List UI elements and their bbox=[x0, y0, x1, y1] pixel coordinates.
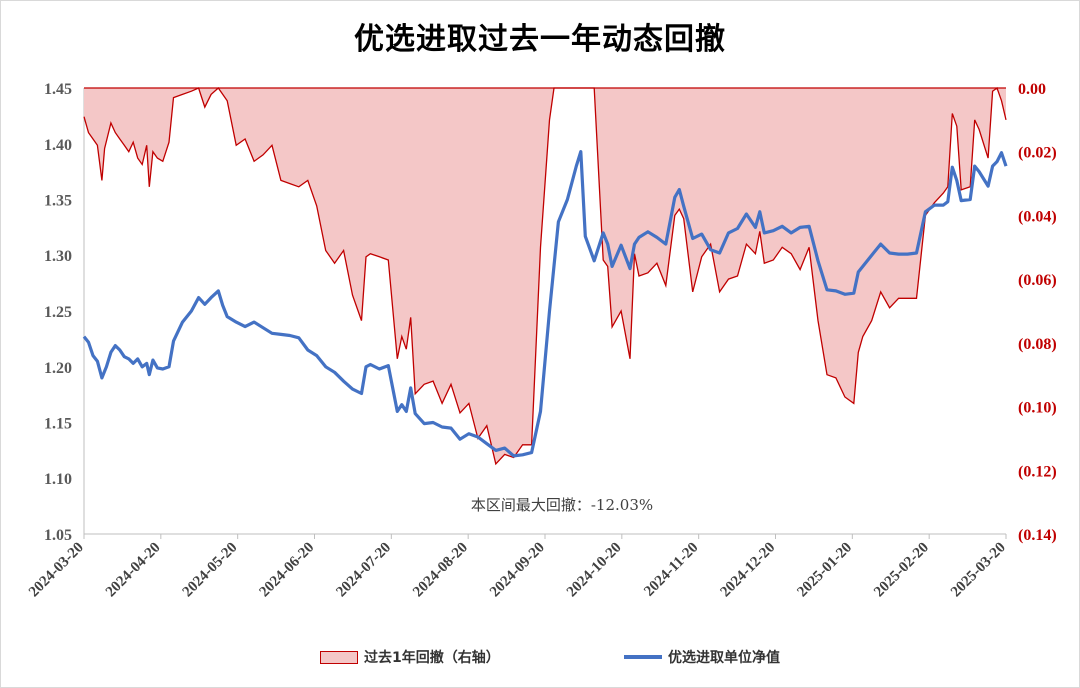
x-tick-label: 2024-11-20 bbox=[641, 540, 701, 600]
x-tick-label: 2025-03-20 bbox=[948, 540, 1009, 601]
x-tick-label: 2024-06-20 bbox=[257, 540, 318, 601]
x-axis-ticks: 2024-03-20 2024-04-20 2024-05-20 2024-06-20… bbox=[26, 534, 1009, 600]
left-tick-label: 1.30 bbox=[44, 248, 72, 265]
right-tick-label: (0.08) bbox=[1018, 336, 1057, 353]
left-tick-label: 1.45 bbox=[44, 81, 72, 98]
x-tick-label: 2024-07-20 bbox=[333, 540, 394, 601]
right-tick-label: (0.02) bbox=[1018, 145, 1057, 162]
left-tick-label: 1.20 bbox=[44, 360, 72, 377]
x-tick-label: 2024-03-20 bbox=[26, 540, 87, 601]
x-tick-label: 2024-04-20 bbox=[103, 540, 164, 601]
legend-label-nav: 优选进取单位净值 bbox=[668, 650, 780, 666]
left-tick-label: 1.25 bbox=[44, 304, 72, 321]
max-drawdown-annotation: 本区间最大回撤：-12.03% bbox=[471, 496, 653, 514]
plot-area bbox=[82, 86, 1008, 535]
right-tick-label: (0.12) bbox=[1018, 463, 1057, 480]
legend-swatch-area bbox=[320, 650, 358, 664]
left-axis-ticks: 1.45 1.40 1.35 1.30 1.25 1.20 1.15 1.10 1.05 bbox=[44, 81, 72, 544]
left-tick-label: 1.10 bbox=[44, 471, 72, 488]
left-tick-label: 1.05 bbox=[44, 527, 72, 544]
right-tick-label: (0.06) bbox=[1018, 272, 1057, 289]
x-tick-label: 2025-01-20 bbox=[794, 540, 855, 601]
x-tick-label: 2025-02-20 bbox=[871, 540, 932, 601]
x-tick-label: 2024-08-20 bbox=[410, 540, 471, 601]
chart-title: 优选进取过去一年动态回撤 bbox=[354, 22, 726, 57]
legend-label-drawdown: 过去1年回撤（右轴） bbox=[364, 650, 500, 666]
legend-item-drawdown: 过去1年回撤（右轴） bbox=[320, 647, 500, 667]
x-tick-label: 2024-09-20 bbox=[487, 540, 548, 601]
drawdown-line bbox=[83, 86, 1007, 466]
right-tick-label: (0.14) bbox=[1018, 527, 1057, 544]
legend-swatch-line bbox=[624, 655, 662, 659]
right-tick-label: (0.04) bbox=[1018, 208, 1057, 225]
drawdown-area bbox=[84, 88, 1006, 464]
x-tick-label: 2024-05-20 bbox=[180, 540, 241, 601]
nav-line bbox=[82, 150, 1008, 458]
right-axis-ticks: 0.00 (0.02) (0.04) (0.06) (0.08) (0.10) (0.12)… bbox=[1018, 81, 1057, 544]
left-tick-label: 1.15 bbox=[44, 416, 72, 433]
right-tick-label: (0.10) bbox=[1018, 400, 1057, 417]
x-tick-label: 2024-12-20 bbox=[718, 540, 779, 601]
left-tick-label: 1.40 bbox=[44, 137, 72, 154]
right-tick-label: 0.00 bbox=[1018, 81, 1046, 98]
left-tick-label: 1.35 bbox=[44, 193, 72, 210]
x-tick-label: 2024-10-20 bbox=[564, 540, 625, 601]
legend-item-nav: 优选进取单位净值 bbox=[624, 647, 780, 667]
